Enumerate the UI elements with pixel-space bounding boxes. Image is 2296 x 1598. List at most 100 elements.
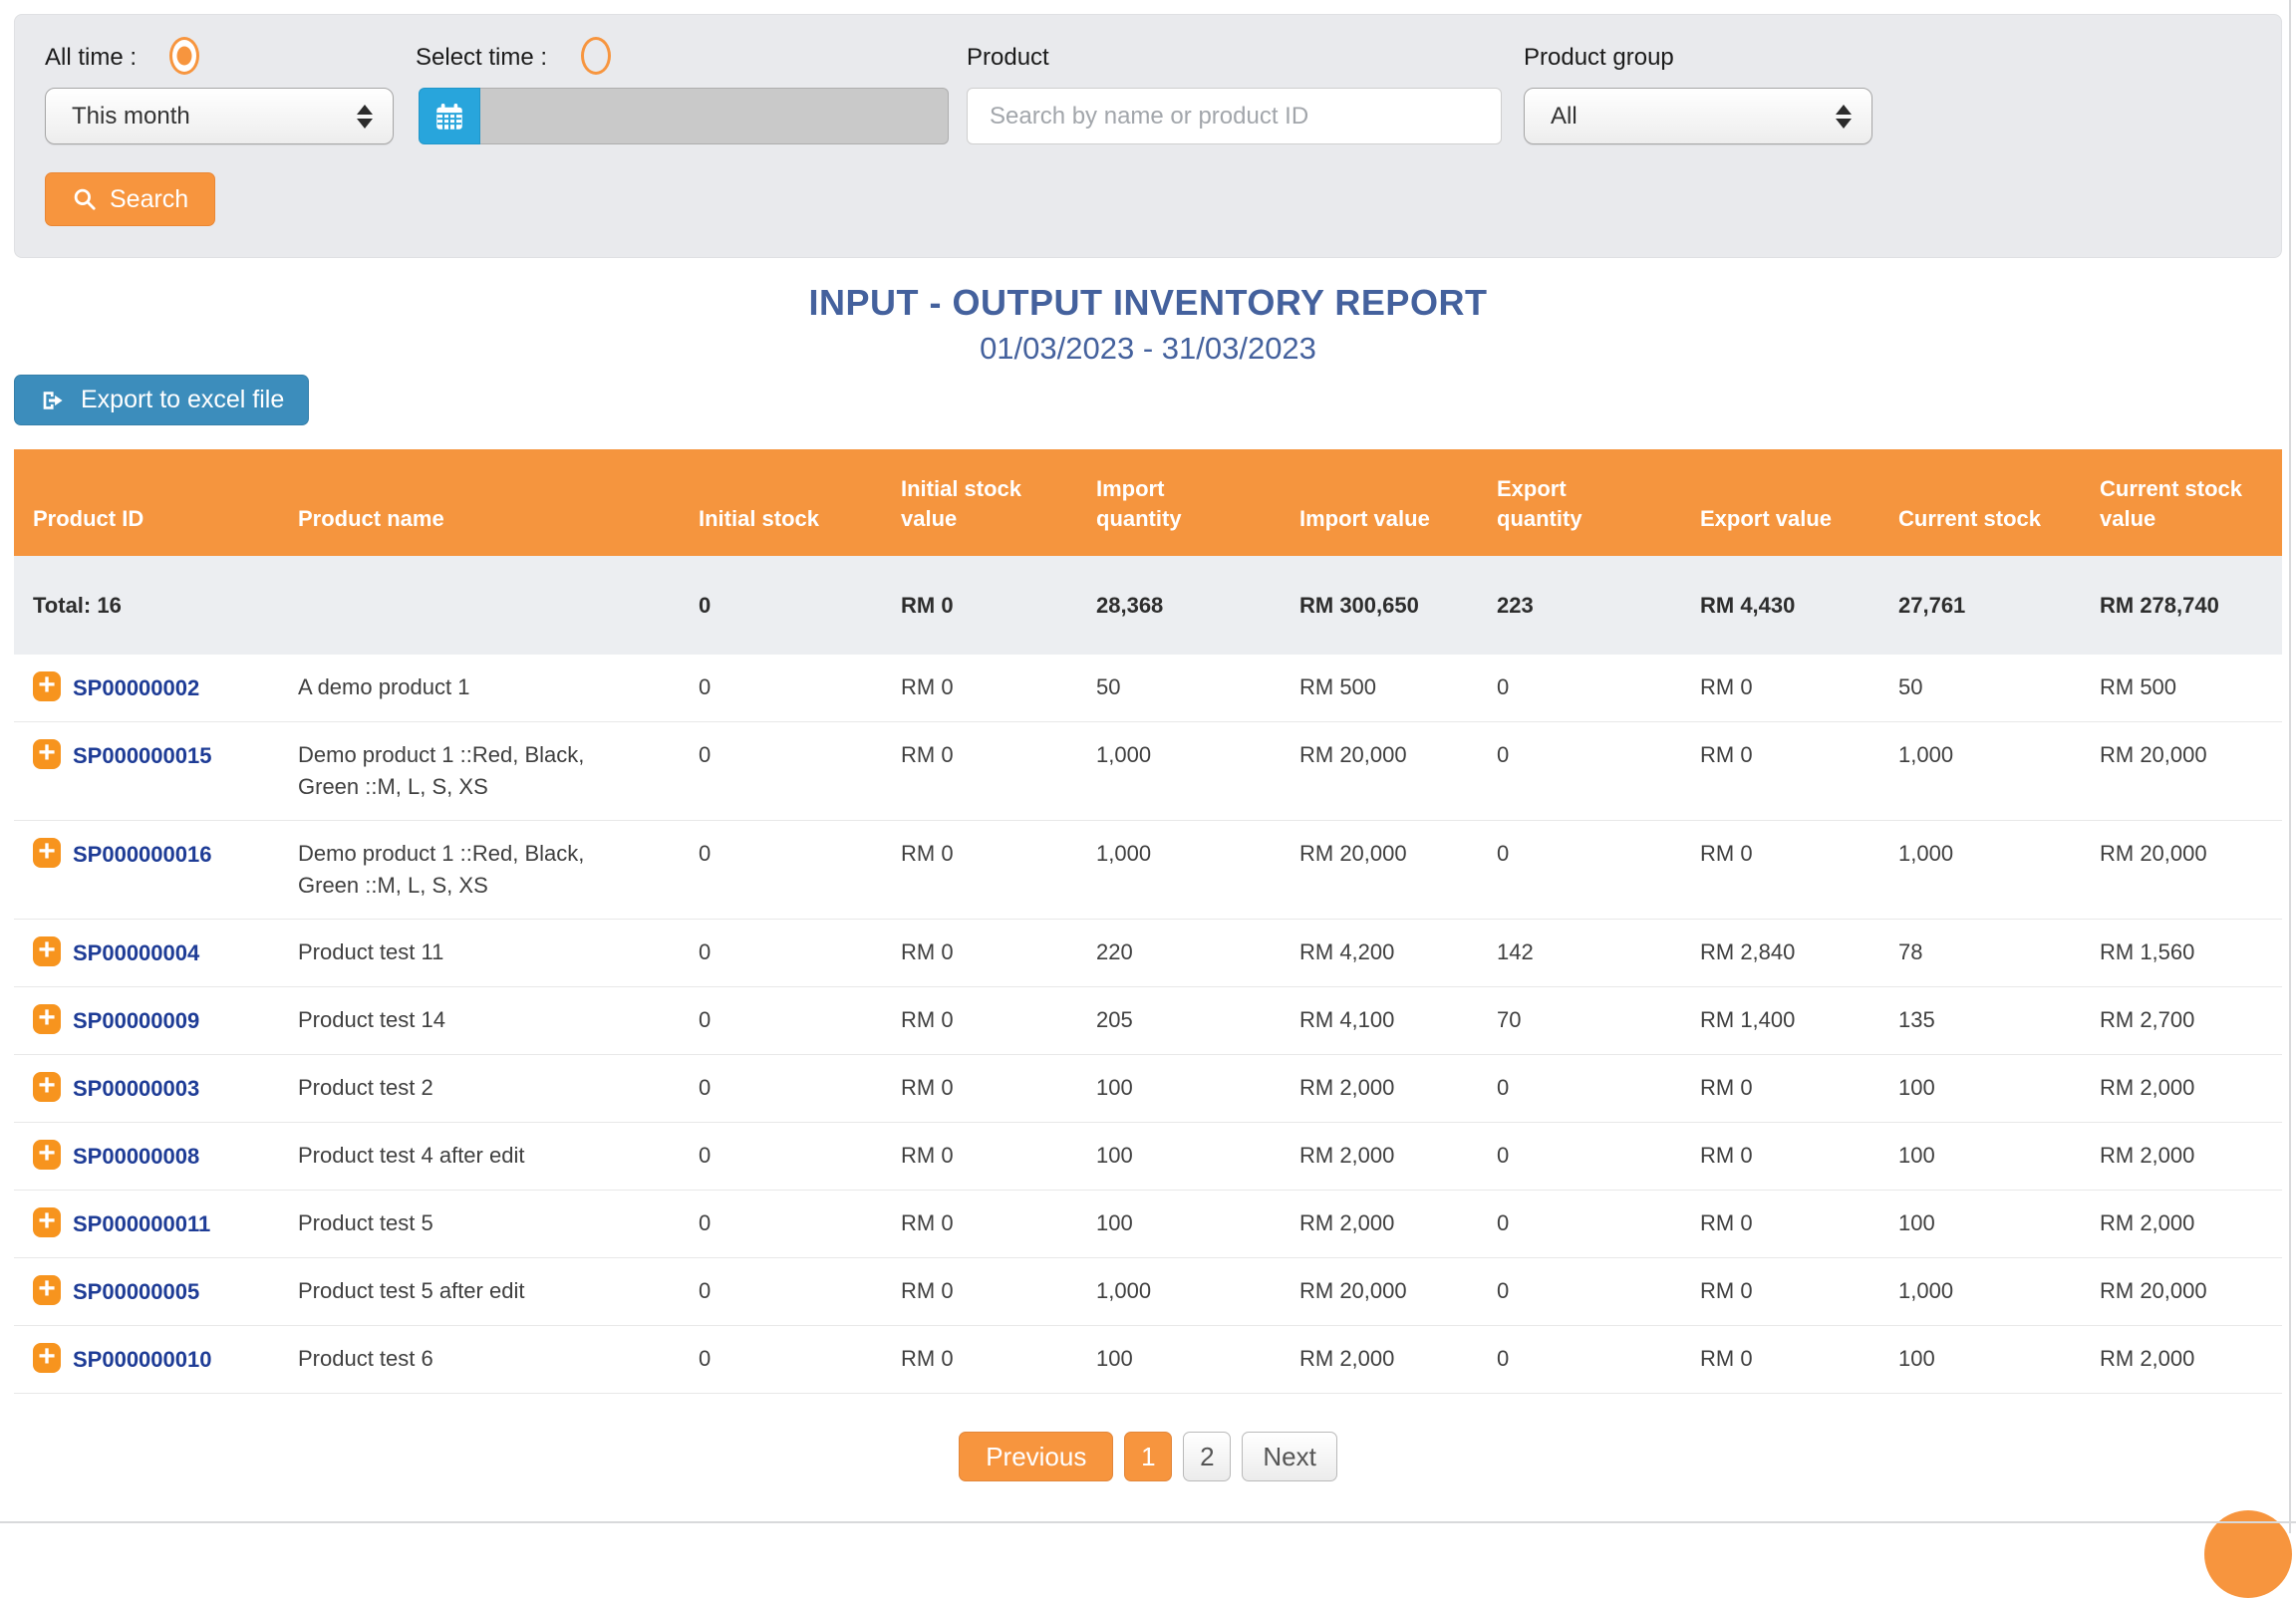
initial-stock-cell: 0 — [689, 986, 891, 1055]
floating-action-button[interactable] — [2204, 1510, 2292, 1598]
import-value-cell: RM 20,000 — [1290, 721, 1487, 821]
product-id-link[interactable]: SP000000016 — [73, 842, 212, 867]
expand-row-icon[interactable] — [33, 1140, 61, 1170]
import-value-cell: RM 4,100 — [1290, 986, 1487, 1055]
export-quantity-cell: 0 — [1487, 655, 1690, 722]
product-id-link[interactable]: SP00000004 — [73, 940, 200, 965]
expand-row-icon[interactable] — [33, 1004, 61, 1034]
initial-stock-cell: 0 — [689, 721, 891, 821]
import-value-cell: RM 2,000 — [1290, 1325, 1487, 1394]
expand-row-icon[interactable] — [33, 1207, 61, 1237]
current-stock-cell: 1,000 — [1888, 820, 2090, 920]
export-value-cell: RM 0 — [1690, 820, 1888, 920]
table-row: SP00000009 Product test 14 0 RM 0 205 RM… — [14, 986, 2282, 1055]
initial-stock-value-cell: RM 0 — [891, 986, 1086, 1055]
product-name: Product test 2 — [298, 1075, 433, 1100]
calendar-button[interactable] — [419, 88, 480, 144]
current-stock-cell: 1,000 — [1888, 721, 2090, 821]
initial-stock-value-cell: RM 0 — [891, 1054, 1086, 1123]
current-stock-value-cell: RM 1,560 — [2090, 919, 2282, 987]
import-value-cell: RM 20,000 — [1290, 820, 1487, 920]
export-value-cell: RM 0 — [1690, 1190, 1888, 1258]
initial-stock-value-cell: RM 0 — [891, 721, 1086, 821]
pagination: Previous 1 2 Next — [0, 1432, 2296, 1481]
select-time-radio[interactable] — [581, 37, 611, 75]
report-date-range: 01/03/2023 - 31/03/2023 — [980, 331, 1316, 366]
export-quantity-cell: 0 — [1487, 820, 1690, 920]
total-import-quantity: 28,368 — [1086, 556, 1290, 655]
expand-row-icon[interactable] — [33, 739, 61, 769]
table-header-row: Product ID Product name Initial stock In… — [14, 449, 2282, 556]
import-quantity-cell: 220 — [1086, 919, 1290, 987]
product-id-link[interactable]: SP000000010 — [73, 1347, 212, 1372]
expand-row-icon[interactable] — [33, 936, 61, 966]
export-excel-button[interactable]: Export to excel file — [14, 375, 310, 425]
expand-row-icon[interactable] — [33, 671, 61, 701]
export-value-cell: RM 0 — [1690, 1325, 1888, 1394]
initial-stock-value-cell: RM 0 — [891, 1257, 1086, 1326]
import-value-cell: RM 500 — [1290, 655, 1487, 722]
product-id-link[interactable]: SP000000015 — [73, 743, 212, 768]
previous-page-button[interactable]: Previous — [959, 1432, 1114, 1481]
col-initial-stock: Initial stock — [689, 449, 891, 556]
import-quantity-cell: 100 — [1086, 1190, 1290, 1258]
current-stock-value-cell: RM 2,700 — [2090, 986, 2282, 1055]
table-row: SP000000015 Demo product 1 ::Red, Black,… — [14, 721, 2282, 821]
export-value-cell: RM 0 — [1690, 721, 1888, 821]
next-page-button[interactable]: Next — [1242, 1432, 1337, 1481]
search-icon — [74, 188, 96, 210]
initial-stock-value-cell: RM 0 — [891, 919, 1086, 987]
total-export-quantity: 223 — [1487, 556, 1690, 655]
product-group-select[interactable]: All — [1524, 88, 1872, 144]
expand-row-icon[interactable] — [33, 838, 61, 868]
product-id-link[interactable]: SP00000008 — [73, 1144, 200, 1169]
initial-stock-value-cell: RM 0 — [891, 655, 1086, 722]
product-id-link[interactable]: SP00000003 — [73, 1076, 200, 1101]
expand-row-icon[interactable] — [33, 1072, 61, 1102]
import-quantity-cell: 100 — [1086, 1325, 1290, 1394]
product-id-link[interactable]: SP00000002 — [73, 675, 200, 700]
product-id-link[interactable]: SP000000011 — [73, 1211, 211, 1236]
product-name: Demo product 1 ::Red, Black, Green ::M, … — [298, 841, 585, 898]
expand-row-icon[interactable] — [33, 1275, 61, 1305]
initial-stock-cell: 0 — [689, 1325, 891, 1394]
search-button-label: Search — [110, 184, 189, 213]
import-value-cell: RM 20,000 — [1290, 1257, 1487, 1326]
current-stock-cell: 78 — [1888, 919, 2090, 987]
initial-stock-cell: 0 — [689, 820, 891, 920]
current-stock-cell: 1,000 — [1888, 1257, 2090, 1326]
product-name: Product test 11 — [298, 939, 444, 964]
import-quantity-cell: 1,000 — [1086, 1257, 1290, 1326]
export-quantity-cell: 0 — [1487, 1257, 1690, 1326]
product-name: Product test 6 — [298, 1346, 433, 1371]
page-2-button[interactable]: 2 — [1183, 1432, 1232, 1481]
import-quantity-cell: 50 — [1086, 655, 1290, 722]
current-stock-value-cell: RM 20,000 — [2090, 820, 2282, 920]
page-title: INPUT - OUTPUT INVENTORY REPORT — [808, 282, 1488, 323]
export-button-label: Export to excel file — [81, 386, 285, 413]
time-range-value: This month — [72, 102, 190, 130]
product-group-value: All — [1551, 102, 1578, 130]
product-search-input[interactable] — [967, 88, 1502, 144]
table-row: SP000000016 Demo product 1 ::Red, Black,… — [14, 820, 2282, 920]
page-1-button[interactable]: 1 — [1124, 1432, 1173, 1481]
current-stock-value-cell: RM 2,000 — [2090, 1122, 2282, 1191]
import-value-cell: RM 2,000 — [1290, 1190, 1487, 1258]
initial-stock-value-cell: RM 0 — [891, 820, 1086, 920]
export-quantity-cell: 0 — [1487, 1325, 1690, 1394]
export-quantity-cell: 0 — [1487, 1122, 1690, 1191]
time-range-select[interactable]: This month — [45, 88, 394, 144]
expand-row-icon[interactable] — [33, 1343, 61, 1373]
total-current-stock-value: RM 278,740 — [2090, 556, 2282, 655]
product-id-link[interactable]: SP00000009 — [73, 1008, 200, 1033]
total-initial-stock: 0 — [689, 556, 891, 655]
col-export-quantity: Export quantity — [1487, 449, 1690, 556]
product-id-link[interactable]: SP00000005 — [73, 1279, 200, 1304]
total-import-value: RM 300,650 — [1290, 556, 1487, 655]
import-value-cell: RM 2,000 — [1290, 1054, 1487, 1123]
initial-stock-cell: 0 — [689, 1054, 891, 1123]
search-button[interactable]: Search — [45, 172, 216, 226]
all-time-radio[interactable] — [169, 37, 199, 75]
import-quantity-cell: 100 — [1086, 1054, 1290, 1123]
current-stock-value-cell: RM 500 — [2090, 655, 2282, 722]
